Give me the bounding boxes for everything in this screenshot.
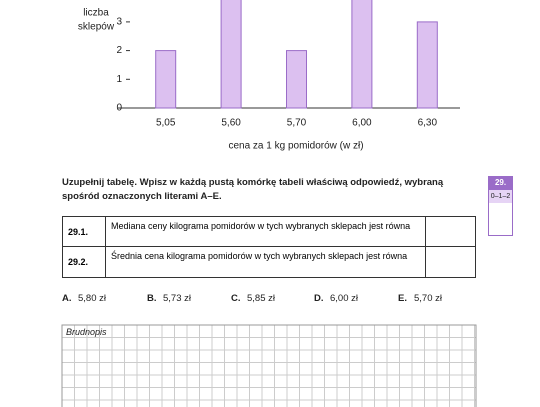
option-letter: B. <box>147 293 157 304</box>
task-number: 29. <box>488 176 513 190</box>
row-text: Średnia cena kilograma pomidorów w tych … <box>105 246 426 278</box>
option-letter: E. <box>398 293 407 304</box>
x-tick-label: 5,70 <box>287 118 307 129</box>
instruction: Uzupełnij tabelę. Wpisz w każdą pustą ko… <box>62 177 444 202</box>
y-tick-label: 3 <box>116 17 122 28</box>
task-score: 0–1–2 <box>488 190 513 203</box>
option-text: 5,70 zł <box>414 293 442 304</box>
option-letter: C. <box>231 293 241 304</box>
row-number: 29.2. <box>62 246 106 278</box>
option-text: 5,80 zł <box>78 293 106 304</box>
bar <box>155 50 177 109</box>
answer-cell <box>425 246 476 278</box>
y-axis-label: liczba <box>83 8 109 19</box>
answer-cell <box>425 216 476 247</box>
score-box <box>488 176 513 236</box>
bar <box>416 21 438 109</box>
scratch-box <box>61 324 477 407</box>
row-number: 29.1. <box>62 216 106 247</box>
x-tick-label: 6,00 <box>352 118 372 129</box>
bar <box>220 0 242 109</box>
option-text: 5,73 zł <box>163 293 191 304</box>
x-tick-label: 5,05 <box>156 118 176 129</box>
scratch-label: Brudnopis <box>66 327 107 337</box>
y-tick-label: 1 <box>116 74 122 85</box>
option-letter: D. <box>314 293 324 304</box>
x-tick-label: 6,30 <box>418 118 438 129</box>
bar <box>286 50 307 109</box>
option-text: 6,00 zł <box>330 293 358 304</box>
y-tick-label: 0 <box>116 103 122 114</box>
row-text: Mediana ceny kilograma pomidorów w tych … <box>105 216 426 247</box>
option-letter: A. <box>62 293 72 304</box>
option-text: 5,85 zł <box>247 293 275 304</box>
x-axis-label: cena za 1 kg pomidorów (w zł) <box>228 141 363 152</box>
bar <box>351 0 373 109</box>
x-tick-label: 5,60 <box>221 118 241 129</box>
y-axis-label: sklepów <box>78 22 115 33</box>
y-tick-label: 2 <box>116 45 122 56</box>
